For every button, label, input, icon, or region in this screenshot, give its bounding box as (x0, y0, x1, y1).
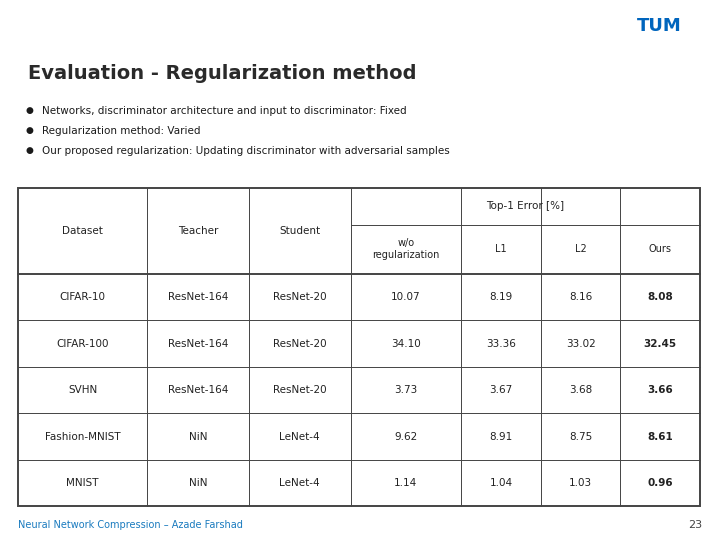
Text: Our proposed regularization: Updating discriminator with adversarial samples: Our proposed regularization: Updating di… (42, 146, 450, 156)
Text: Computer Aided Medical Procedures | Technische Universität München: Computer Aided Medical Procedures | Tech… (14, 22, 334, 31)
Text: 34.10: 34.10 (391, 339, 420, 349)
Text: Top-1 Error [%]: Top-1 Error [%] (486, 201, 564, 211)
Text: 8.16: 8.16 (569, 292, 592, 302)
Text: ResNet-164: ResNet-164 (168, 339, 228, 349)
Text: 10.07: 10.07 (391, 292, 420, 302)
Text: w/o
regularization: w/o regularization (372, 239, 439, 260)
Text: LeNet-4: LeNet-4 (279, 431, 320, 442)
Text: ResNet-20: ResNet-20 (273, 292, 326, 302)
Text: Networks, discriminator architecture and input to discriminator: Fixed: Networks, discriminator architecture and… (42, 106, 407, 116)
Text: CIFAR-100: CIFAR-100 (56, 339, 109, 349)
Text: 8.91: 8.91 (490, 431, 513, 442)
Text: 1.04: 1.04 (490, 478, 513, 488)
Text: MNIST: MNIST (66, 478, 99, 488)
Bar (18, 188, 700, 507)
Text: 32.45: 32.45 (644, 339, 677, 349)
Text: ●: ● (25, 126, 33, 135)
Text: 8.61: 8.61 (647, 431, 673, 442)
Text: Regularization method: Varied: Regularization method: Varied (42, 126, 200, 136)
Text: L2: L2 (575, 244, 586, 254)
Text: 3.67: 3.67 (490, 385, 513, 395)
Circle shape (292, 4, 720, 46)
Text: ResNet-20: ResNet-20 (273, 385, 326, 395)
Text: ResNet-164: ResNet-164 (168, 385, 228, 395)
Text: 8.19: 8.19 (490, 292, 513, 302)
Text: TUM: TUM (637, 17, 682, 35)
Text: 33.36: 33.36 (486, 339, 516, 349)
Text: LeNet-4: LeNet-4 (279, 478, 320, 488)
Text: Student: Student (279, 226, 320, 236)
Text: Teacher: Teacher (178, 226, 218, 236)
Text: L1: L1 (495, 244, 507, 254)
Text: NiN: NiN (189, 431, 207, 442)
Text: Fashion-MNIST: Fashion-MNIST (45, 431, 120, 442)
Text: Ours: Ours (649, 244, 672, 254)
Text: CIFAR-10: CIFAR-10 (60, 292, 106, 302)
Text: 33.02: 33.02 (566, 339, 595, 349)
Text: Neural Network Compression – Azade Farshad: Neural Network Compression – Azade Farsh… (18, 519, 243, 530)
Text: 0.96: 0.96 (647, 478, 673, 488)
Text: ●: ● (25, 106, 33, 115)
Text: ResNet-20: ResNet-20 (273, 339, 326, 349)
Text: Dataset: Dataset (62, 226, 103, 236)
Text: 3.66: 3.66 (647, 385, 673, 395)
Text: SVHN: SVHN (68, 385, 97, 395)
Text: 1.14: 1.14 (394, 478, 418, 488)
Text: 3.73: 3.73 (394, 385, 418, 395)
Text: 3.68: 3.68 (569, 385, 592, 395)
Text: 1.03: 1.03 (569, 478, 592, 488)
Text: NiN: NiN (189, 478, 207, 488)
Text: ●: ● (25, 146, 33, 155)
Text: 23: 23 (688, 519, 702, 530)
Text: 9.62: 9.62 (394, 431, 418, 442)
Text: Evaluation - Regularization method: Evaluation - Regularization method (28, 64, 416, 83)
Text: 8.75: 8.75 (569, 431, 592, 442)
Text: 8.08: 8.08 (647, 292, 673, 302)
Text: ResNet-164: ResNet-164 (168, 292, 228, 302)
